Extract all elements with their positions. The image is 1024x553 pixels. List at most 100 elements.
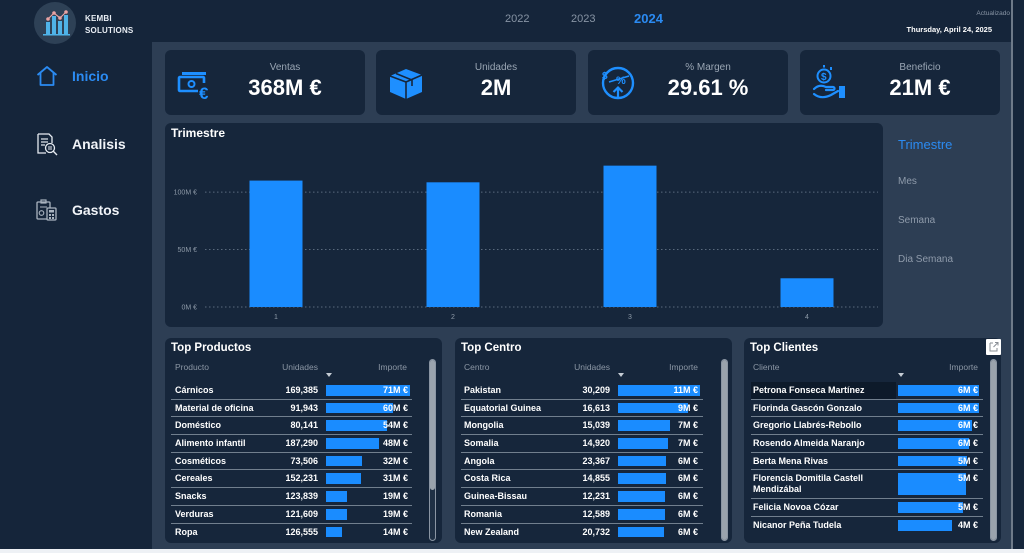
table-row[interactable]: Alimento infantil 187,290 48M € xyxy=(171,435,412,453)
sidebar-item-inicio[interactable]: Inicio xyxy=(30,61,140,91)
importe-data-bar xyxy=(898,455,967,467)
table-row[interactable]: Felicia Novoa Cózar 5M € xyxy=(751,499,983,517)
unidades-cell: 169,385 xyxy=(285,385,318,395)
importe-data-bar xyxy=(898,519,953,531)
clientes-name-cell: Berta Mena Rivas xyxy=(753,455,829,466)
sidebar-item-analisis[interactable]: Analisis xyxy=(30,129,140,159)
vertical-scrollbar[interactable] xyxy=(429,359,436,541)
productos-name-cell: Cosméticos xyxy=(175,455,227,466)
clientes-name-cell: Nicanor Peña Tudela xyxy=(753,519,842,530)
hand-coin-icon: $ xyxy=(811,64,849,102)
clientes-name-cell: Florinda Gascón Gonzalo xyxy=(753,402,863,413)
table-row[interactable]: Nicanor Peña Tudela 4M € xyxy=(751,517,983,534)
productos-name-cell: Cárnicos xyxy=(175,385,214,395)
table-row[interactable]: Rosendo Almeida Naranjo 6M € xyxy=(751,435,983,453)
top-productos-table: Top Productos Producto Unidades Importe … xyxy=(165,338,442,543)
column-header-unidades[interactable]: Unidades xyxy=(574,362,610,372)
granularity-option-semana[interactable]: Semana xyxy=(898,215,936,226)
bar-q3[interactable] xyxy=(603,165,657,307)
table-row[interactable]: Florinda Gascón Gonzalo 6M € xyxy=(751,400,983,418)
focus-mode-button[interactable] xyxy=(986,339,1001,355)
importe-cell: 5M € xyxy=(957,455,978,466)
importe-data-bar xyxy=(618,491,665,502)
scrollbar-thumb[interactable] xyxy=(991,360,996,540)
importe-data-bar xyxy=(618,473,667,485)
row-selection-highlight xyxy=(751,382,896,399)
importe-cell: 6M € xyxy=(957,385,978,395)
chart-title: Trimestre xyxy=(171,126,226,140)
year-tab-2024[interactable]: 2024 xyxy=(634,11,663,26)
importe-cell: 6M € xyxy=(957,402,978,413)
kpi-label: % Margen xyxy=(685,62,731,73)
y-tick-label: 0M € xyxy=(181,305,197,312)
table-row[interactable]: Snacks 123,839 19M € xyxy=(171,488,412,506)
table-row[interactable]: Verduras 121,609 19M € xyxy=(171,506,412,524)
table-row[interactable]: Gregorio Llabrés-Rebollo 6M € xyxy=(751,417,983,436)
productos-name-cell: Snacks xyxy=(175,491,207,502)
column-header-importe[interactable]: Importe xyxy=(949,362,978,372)
table-row[interactable]: Cereales 152,231 31M € xyxy=(171,470,412,489)
document-search-icon xyxy=(34,131,60,157)
table-title: Top Productos xyxy=(171,342,252,354)
table-row[interactable]: Cárnicos 169,385 71M € xyxy=(171,382,412,400)
column-header-unidades[interactable]: Unidades xyxy=(282,362,318,372)
table-row[interactable]: Somalia 14,920 7M € xyxy=(461,435,703,453)
importe-data-bar xyxy=(326,438,379,449)
sidebar-item-gastos[interactable]: Gastos xyxy=(30,195,140,225)
top-centro-table: Top Centro Centro Unidades Importe Pakis… xyxy=(455,338,732,543)
importe-cell: 32M € xyxy=(382,455,408,466)
importe-cell: 6M € xyxy=(677,491,698,502)
centro-name-cell: Mongolia xyxy=(464,420,504,431)
bar-q2[interactable] xyxy=(426,182,480,307)
granularity-option-mes[interactable]: Mes xyxy=(898,176,917,187)
importe-cell: 54M € xyxy=(382,420,408,431)
vertical-scrollbar[interactable] xyxy=(721,359,728,541)
table-row[interactable]: Material de oficina 91,943 60M € xyxy=(171,400,412,418)
year-tab-2022[interactable]: 2022 xyxy=(505,13,530,25)
table-row[interactable]: Romania 12,589 6M € xyxy=(461,506,703,524)
table-row[interactable]: Florencia Domitila Castell Mendizábal 5M … xyxy=(751,470,983,500)
importe-data-bar xyxy=(618,455,667,467)
unidades-cell: 14,920 xyxy=(582,438,610,449)
unidades-cell: 16,613 xyxy=(582,402,610,413)
centro-name-cell: Angola xyxy=(464,455,495,466)
column-header-cliente[interactable]: Cliente xyxy=(753,362,780,372)
table-row[interactable]: Pakistan 30,209 11M € xyxy=(461,382,703,400)
table-row[interactable]: Ropa 126,555 14M € xyxy=(171,524,412,541)
table-row[interactable]: Angola 23,367 6M € xyxy=(461,453,703,471)
bottom-strip xyxy=(0,549,1024,553)
table-row[interactable]: Doméstico 80,141 54M € xyxy=(171,417,412,436)
column-header-producto[interactable]: Producto xyxy=(175,362,210,372)
brand-logo xyxy=(34,2,76,44)
bar-q4[interactable] xyxy=(780,278,834,307)
table-row[interactable]: Petrona Fonseca Martínez 6M € xyxy=(751,382,983,400)
granularity-option-trimestre[interactable]: Trimestre xyxy=(898,137,953,152)
year-tab-2023[interactable]: 2023 xyxy=(571,13,596,25)
column-header-importe[interactable]: Importe xyxy=(669,362,698,372)
chart-plot: 0M € 50M € 100M € 1 2 3 4 xyxy=(174,165,878,321)
kpi-label: Unidades xyxy=(474,62,518,73)
table-row[interactable]: Costa Rica 14,855 6M € xyxy=(461,470,703,489)
kpi-card-margen: $ % % Margen 29.61 % xyxy=(588,50,788,115)
scrollbar-thumb[interactable] xyxy=(430,360,435,490)
granularity-option-dia-semana[interactable]: Dia Semana xyxy=(898,254,954,265)
table-row[interactable]: Mongolia 15,039 7M € xyxy=(461,417,703,436)
column-header-importe[interactable]: Importe xyxy=(378,362,407,372)
table-row[interactable]: Cosméticos 73,506 32M € xyxy=(171,453,412,471)
scrollbar-thumb[interactable] xyxy=(722,360,727,540)
table-row[interactable]: Berta Mena Rivas 5M € xyxy=(751,453,983,471)
importe-cell: 48M € xyxy=(382,438,408,449)
importe-cell: 71M € xyxy=(382,385,408,395)
vertical-scrollbar[interactable] xyxy=(990,359,997,541)
table-row[interactable]: Equatorial Guinea 16,613 9M € xyxy=(461,400,703,418)
sort-descending-icon xyxy=(326,373,332,377)
column-header-centro[interactable]: Centro xyxy=(464,362,490,372)
bar-q1[interactable] xyxy=(249,180,303,307)
sort-descending-icon xyxy=(898,373,904,377)
table-row[interactable]: Guinea-Bissau 12,231 6M € xyxy=(461,488,703,506)
table-row[interactable]: New Zealand 20,732 6M € xyxy=(461,524,703,541)
productos-name-cell: Ropa xyxy=(175,526,198,537)
x-tick-label: 4 xyxy=(805,314,809,321)
centro-name-cell: New Zealand xyxy=(464,526,520,537)
importe-data-bar xyxy=(618,420,670,432)
